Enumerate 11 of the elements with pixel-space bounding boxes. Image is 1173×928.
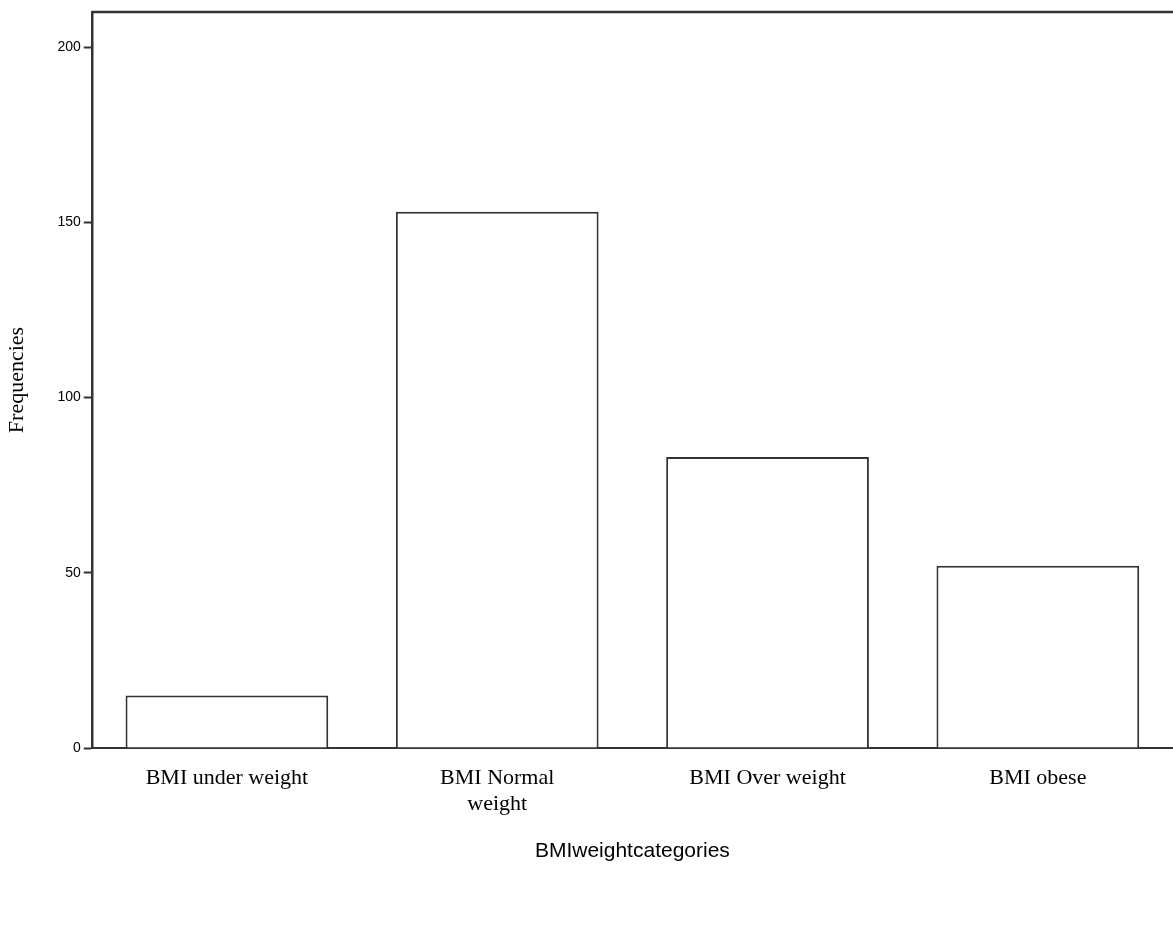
x-tick-label: BMI under weight (145, 763, 309, 789)
x-tick-label: BMI Over weight (689, 763, 846, 789)
y-axis-title: Frequencies (2, 326, 28, 434)
x-tick-label: BMI Normal weight (440, 763, 555, 816)
y-tick-label: 0 (72, 738, 81, 755)
y-tick-label: 150 (57, 213, 81, 230)
y-tick-label: 100 (57, 388, 81, 405)
x-axis-title: BMIweightcategories (534, 838, 730, 862)
y-tick-label: 50 (65, 563, 81, 580)
y-tick-label: 200 (57, 37, 81, 54)
x-tick-label: BMI obese (989, 763, 1087, 789)
